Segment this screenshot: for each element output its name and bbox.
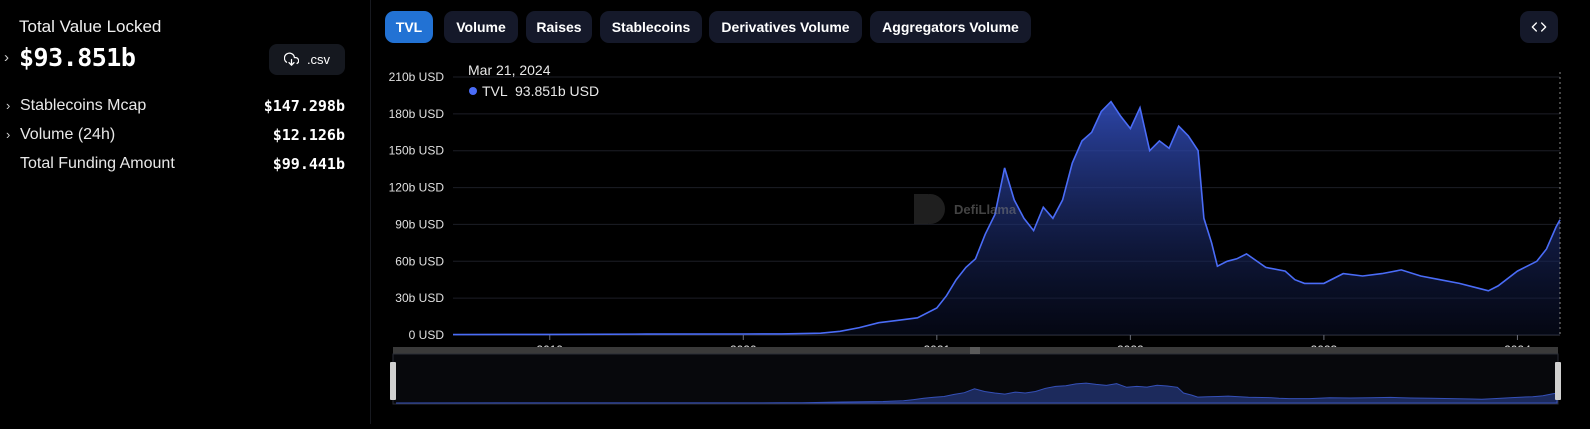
y-tick-label: 60b USD — [395, 254, 444, 268]
y-tick-label: 0 USD — [409, 328, 445, 342]
y-tick-label: 30b USD — [395, 291, 444, 305]
stat-value: $99.441b — [272, 155, 345, 173]
zoom-slider[interactable] — [390, 347, 1561, 405]
stat-row-funding: Total Funding Amount $99.441b — [0, 155, 345, 177]
stat-value: $147.298b — [263, 97, 345, 115]
chevron-right-icon: › — [6, 127, 11, 142]
tab-raises[interactable]: Raises — [526, 11, 592, 43]
tab-derivatives-volume[interactable]: Derivatives Volume — [709, 11, 862, 43]
tab-aggregators-volume[interactable]: Aggregators Volume — [870, 11, 1031, 43]
y-axis: 0 USD 30b USD 60b USD 90b USD 120b USD 150b U… — [389, 70, 445, 342]
tooltip-date: Mar 21, 2024 — [468, 62, 551, 78]
stat-label: Total Funding Amount — [20, 155, 175, 172]
tvl-chart[interactable]: 0 USD 30b USD 60b USD 90b USD 120b USD 150b U… — [380, 58, 1590, 424]
watermark: DefiLlama — [914, 194, 1017, 224]
tvl-line — [452, 100, 1561, 336]
zoom-slider-preview — [395, 382, 1558, 404]
tvl-chart-svg[interactable]: 0 USD 30b USD 60b USD 90b USD 120b USD 150b U… — [380, 58, 1590, 424]
tvl-value: $93.851b — [19, 43, 136, 72]
llama-logo-icon — [914, 194, 928, 224]
tooltip-value: 93.851b USD — [515, 83, 599, 99]
zoom-handle-left[interactable] — [390, 362, 396, 400]
tvl-label: Total Value Locked — [19, 17, 162, 36]
zoom-handle-right[interactable] — [1555, 362, 1561, 400]
stat-row-stablecoins[interactable]: › Stablecoins Mcap $147.298b — [0, 97, 345, 119]
tab-volume[interactable]: Volume — [444, 11, 518, 43]
code-icon — [1531, 22, 1547, 32]
y-tick-label: 210b USD — [389, 70, 445, 84]
stat-row-volume[interactable]: › Volume (24h) $12.126b — [0, 126, 345, 148]
watermark-text: DefiLlama — [954, 202, 1017, 217]
y-tick-label: 120b USD — [389, 181, 445, 195]
summary-panel: Total Value Locked › $93.851b .csv › Sta… — [0, 0, 371, 424]
tab-tvl[interactable]: TVL — [385, 11, 433, 43]
tooltip-series: TVL — [482, 83, 508, 99]
csv-label: .csv — [306, 52, 331, 67]
chevron-right-icon: › — [6, 98, 11, 113]
stat-label: Stablecoins Mcap — [20, 97, 147, 114]
zoom-drag-handle[interactable] — [970, 347, 980, 354]
y-tick-label: 180b USD — [389, 107, 445, 121]
chevron-right-icon[interactable]: › — [4, 49, 9, 66]
embed-button[interactable] — [1520, 11, 1558, 43]
tab-stablecoins[interactable]: Stablecoins — [600, 11, 702, 43]
cloud-download-icon — [283, 52, 299, 66]
download-csv-button[interactable]: .csv — [269, 44, 345, 75]
y-tick-label: 150b USD — [389, 144, 445, 158]
stat-label: Volume (24h) — [20, 126, 116, 143]
stat-value: $12.126b — [272, 126, 345, 144]
tooltip-marker — [469, 87, 477, 95]
tvl-area — [453, 101, 1560, 335]
y-tick-label: 90b USD — [395, 217, 444, 231]
